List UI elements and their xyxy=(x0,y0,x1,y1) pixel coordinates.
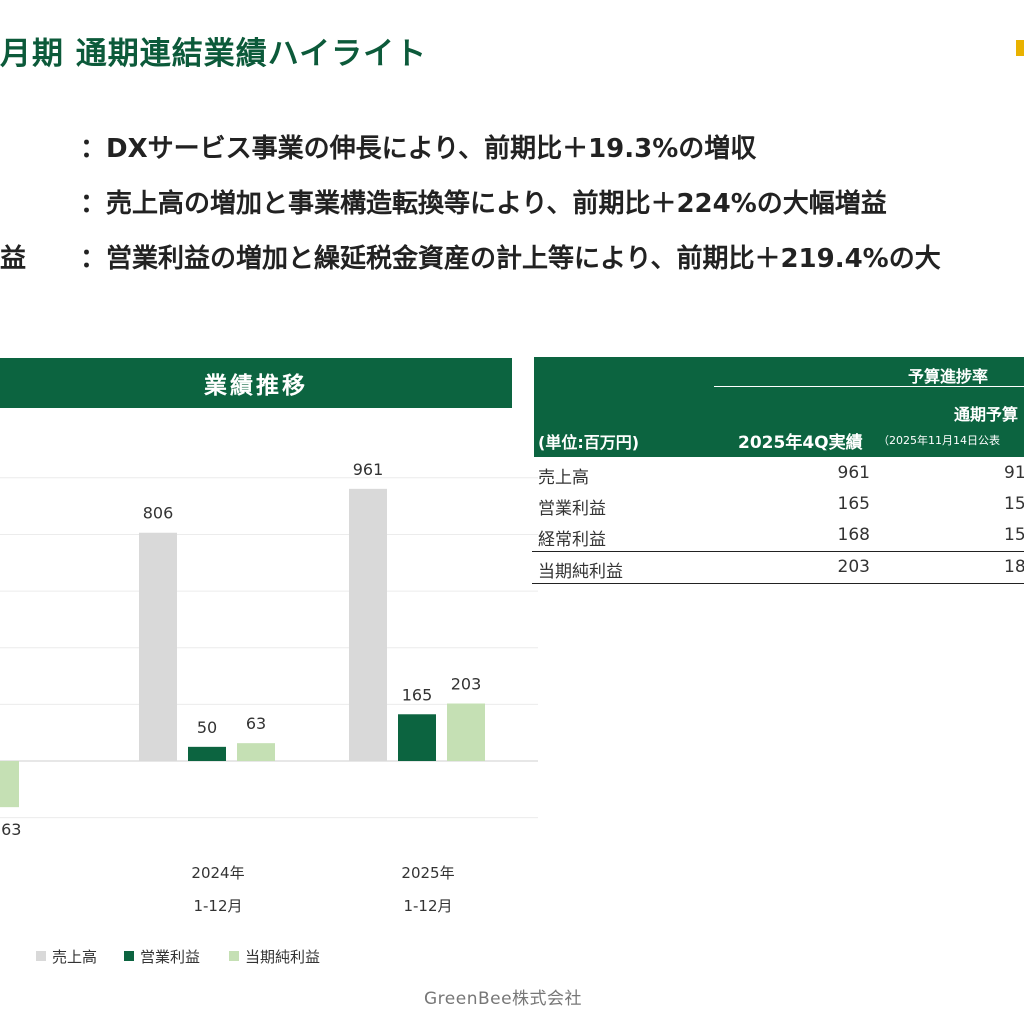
header-divider xyxy=(714,386,1024,387)
bar-revenue xyxy=(349,488,387,761)
data-label: 806 xyxy=(143,504,174,523)
performance-chart: 80696150165△16363203年月2024年1-12月2025年1-1… xyxy=(0,460,538,915)
data-label: △163 xyxy=(0,820,21,839)
bar-net-profit xyxy=(237,743,275,761)
table-row: 売上高 961 91 xyxy=(532,458,1024,489)
chart-header: 業績推移 xyxy=(0,358,512,408)
row-forecast: 18 xyxy=(1004,557,1024,577)
logo-mark xyxy=(1016,40,1024,56)
row-actual: 168 xyxy=(837,525,870,545)
data-label: 961 xyxy=(353,460,384,479)
data-label: 63 xyxy=(246,714,266,733)
row-actual: 165 xyxy=(837,494,870,514)
row-label: 経常利益 xyxy=(538,530,606,550)
legend-swatch-revenue xyxy=(36,951,46,961)
bar-operating-profit xyxy=(398,714,436,761)
results-table: 売上高 961 91 営業利益 165 15 経常利益 168 15 当期純利益… xyxy=(532,458,1024,584)
bullet-text: ：DXサービス事業の伸長により、前期比＋19.3%の増収 xyxy=(80,134,757,164)
legend-swatch-net-profit xyxy=(229,951,239,961)
row-label: 売上高 xyxy=(538,468,589,488)
x-tick-label-period: 1-12月 xyxy=(403,897,452,915)
legend-label: 当期純利益 xyxy=(245,948,321,966)
actual-column-header: 2025年4Q実績 xyxy=(738,433,863,453)
row-forecast: 91 xyxy=(1004,463,1024,483)
row-forecast: 15 xyxy=(1004,525,1024,545)
data-label: 50 xyxy=(197,718,217,737)
bullet-text: ：営業利益の増加と繰延税金資産の計上等により、前期比＋219.4%の大 xyxy=(80,244,941,274)
x-tick-label-year: 2025年 xyxy=(401,864,454,882)
table-row-total: 当期純利益 203 18 xyxy=(532,551,1024,584)
bullet-net-profit: 益 ：営業利益の増加と繰延税金資産の計上等により、前期比＋219.4%の大 xyxy=(0,238,941,275)
bar-revenue xyxy=(139,532,177,761)
legend-label: 売上高 xyxy=(52,948,98,966)
row-forecast: 15 xyxy=(1004,494,1024,514)
bar-operating-profit xyxy=(188,746,226,761)
bullet-revenue: ：DXサービス事業の伸長により、前期比＋19.3%の増収 xyxy=(80,128,756,165)
table-header: 予算進捗率 通期予算 (単位:百万円) 2025年4Q実績 （2025年11月1… xyxy=(534,357,1024,457)
table-row: 経常利益 168 15 xyxy=(532,520,1024,551)
table-row: 営業利益 165 15 xyxy=(532,489,1024,520)
bar-net-profit xyxy=(447,703,485,761)
row-actual: 203 xyxy=(837,557,870,577)
page-title: 月期 通期連結業績ハイライト xyxy=(0,36,428,72)
x-tick-label-period: 1-12月 xyxy=(193,897,242,915)
footer-company: GreenBee株式会社 xyxy=(424,989,583,1009)
row-actual: 961 xyxy=(837,463,870,483)
row-label: 当期純利益 xyxy=(538,562,623,582)
row-label: 営業利益 xyxy=(538,499,606,519)
bar-net-profit xyxy=(0,761,19,808)
legend-swatch-operating-profit xyxy=(124,951,134,961)
legend-label: 営業利益 xyxy=(140,948,201,966)
unit-label: (単位:百万円) xyxy=(538,433,640,452)
data-label: 165 xyxy=(402,685,433,704)
forecast-date-note: （2025年11月14日公表 xyxy=(878,434,1000,447)
progress-rate-header: 予算進捗率 xyxy=(908,367,989,386)
bullet-text: ：売上高の増加と事業構造転換等により、前期比＋224%の大幅増益 xyxy=(80,189,887,219)
bullet-operating-profit: ：売上高の増加と事業構造転換等により、前期比＋224%の大幅増益 xyxy=(80,183,887,220)
x-tick-label-year: 2024年 xyxy=(191,864,244,882)
bullet-term: 益 xyxy=(0,244,27,274)
data-label: 203 xyxy=(451,675,482,694)
forecast-header: 通期予算 xyxy=(954,405,1019,424)
